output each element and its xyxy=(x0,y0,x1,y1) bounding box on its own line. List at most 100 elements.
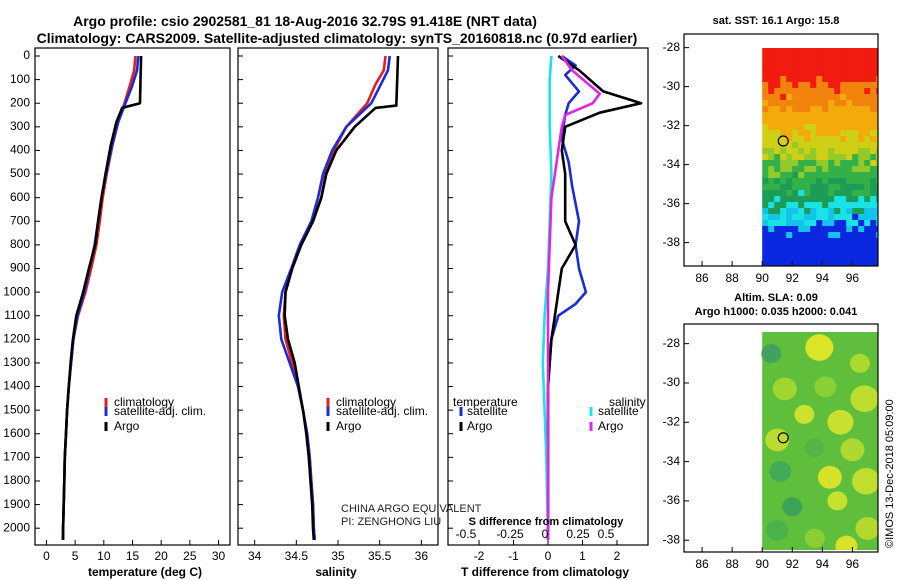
sst-cell xyxy=(780,76,787,83)
sst-cell xyxy=(840,226,847,233)
depth-tick-label-100: 100 xyxy=(10,72,30,86)
sst-cell xyxy=(762,130,769,137)
sst-cell xyxy=(858,112,865,119)
sst-cell xyxy=(804,166,811,173)
sst-cell xyxy=(780,190,787,197)
sst-cell xyxy=(786,94,793,101)
sst-cell xyxy=(828,178,835,185)
sst-cell xyxy=(822,178,829,185)
sst-cell xyxy=(834,196,841,203)
sst-cell xyxy=(816,154,823,161)
map-x-tick-label-88: 88 xyxy=(725,557,739,571)
sst-cell xyxy=(840,166,847,173)
sst-cell xyxy=(846,82,853,89)
sst-cell xyxy=(768,172,775,179)
sst-frame xyxy=(683,33,879,267)
sst-cell xyxy=(822,220,829,227)
sst-cell xyxy=(870,160,877,167)
sst-cell xyxy=(804,48,811,53)
sst-cell xyxy=(876,160,878,167)
sst-cell xyxy=(804,64,811,71)
sst-cell xyxy=(792,76,799,83)
sst-cell xyxy=(780,124,787,131)
sla-blob xyxy=(851,467,878,495)
sst-cell xyxy=(792,100,799,107)
sst-cell xyxy=(792,172,799,179)
salinity-lines xyxy=(277,55,400,541)
sst-cell xyxy=(798,166,805,173)
sst-cell xyxy=(828,190,835,197)
sst-cell xyxy=(840,34,846,40)
difference-panel: -2 -1 0 1 2 T difference from climatology S … xyxy=(447,47,649,579)
sst-cell xyxy=(768,76,775,83)
sst-cell xyxy=(840,190,847,197)
map-y-tick-label--28: -28 xyxy=(663,336,681,350)
sst-cell xyxy=(768,244,775,251)
sst-cell xyxy=(762,154,769,161)
sst-cell xyxy=(792,124,799,131)
sst-cell xyxy=(834,106,841,113)
sst-cell xyxy=(780,250,787,257)
sst-cell xyxy=(870,172,877,179)
sst-cell xyxy=(768,148,775,155)
depth-tick-label-1600: 1600 xyxy=(3,426,30,440)
sst-cell xyxy=(816,250,823,257)
sst-cell xyxy=(840,148,847,155)
sst-cell xyxy=(876,100,878,107)
sst-cell xyxy=(846,220,853,227)
sst-cell xyxy=(792,208,799,215)
sst-cell xyxy=(846,184,853,191)
sst-cell xyxy=(870,82,877,89)
sst-cell xyxy=(774,58,781,65)
difference-legend-salinity: salinity satellite Argo xyxy=(589,395,646,433)
sst-cell xyxy=(774,250,781,257)
depth-tick-labels: 0 100 200 300 400 500 600 700 800 900 1000 1100 1200… xyxy=(3,48,453,534)
sst-cell xyxy=(864,172,871,179)
sst-cell xyxy=(864,112,871,119)
sst-cell xyxy=(780,262,787,266)
sst-cell xyxy=(822,160,829,167)
sst-cell xyxy=(762,148,769,155)
x2-tick-label-1: -0.25 xyxy=(496,527,524,541)
sst-cell xyxy=(834,70,841,77)
sst-cell xyxy=(834,136,841,143)
sst-cell xyxy=(840,256,847,263)
sst-cell xyxy=(822,232,829,239)
sst-cell xyxy=(768,166,775,173)
sst-cell xyxy=(840,232,847,239)
sst-cell xyxy=(786,160,793,167)
sst-cell xyxy=(864,124,871,131)
series-line-climatology xyxy=(282,55,387,541)
sst-cell xyxy=(834,244,841,251)
sst-cell xyxy=(774,118,781,125)
sst-cell xyxy=(876,106,878,113)
series-line-satellite-adj-clim- xyxy=(277,55,391,541)
sst-cell xyxy=(810,220,817,227)
sst-cell xyxy=(846,124,853,131)
sst-cell xyxy=(864,154,871,161)
sst-cell xyxy=(858,202,865,209)
sst-cell xyxy=(780,226,787,233)
sst-cell xyxy=(798,172,805,179)
sst-cell xyxy=(846,214,853,221)
sst-cell xyxy=(870,154,877,161)
sst-cell xyxy=(798,82,805,89)
sst-cell xyxy=(822,196,829,203)
sst-cell xyxy=(840,154,847,161)
sst-cell xyxy=(876,190,878,197)
sst-cell xyxy=(846,142,853,149)
sst-cell xyxy=(852,226,859,233)
sst-cell xyxy=(804,34,810,40)
sst-cell xyxy=(786,190,793,197)
legend-sal-argo: Argo xyxy=(598,419,624,433)
sst-cell xyxy=(810,48,817,53)
sst-cell xyxy=(876,118,878,125)
sst-cell xyxy=(804,160,811,167)
sst-cell xyxy=(810,40,816,46)
map-x-tick-label-92: 92 xyxy=(786,271,800,285)
sst-cell xyxy=(804,136,811,143)
sst-cell xyxy=(762,172,769,179)
temperature-xlabel: temperature (deg C) xyxy=(88,565,202,579)
sst-cell xyxy=(846,148,853,155)
sst-cell xyxy=(828,112,835,119)
